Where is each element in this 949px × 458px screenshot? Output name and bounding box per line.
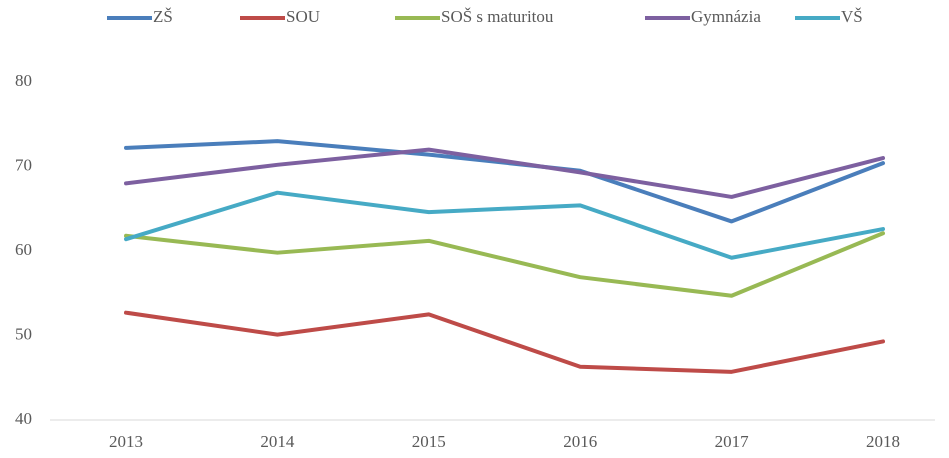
- x-tick-label: 2017: [715, 432, 750, 451]
- y-tick-label: 60: [15, 240, 32, 259]
- legend-label: ZŠ: [153, 7, 173, 26]
- y-tick-label: 80: [15, 71, 32, 90]
- series-line: [124, 310, 885, 374]
- x-tick-label: 2015: [412, 432, 446, 451]
- legend-label: SOŠ s maturitou: [441, 7, 554, 26]
- series-line: [124, 147, 885, 199]
- x-tick-label: 2016: [563, 432, 597, 451]
- legend-label: Gymnázia: [691, 7, 761, 26]
- x-tick-label: 2018: [866, 432, 900, 451]
- legend-label: VŠ: [841, 7, 863, 26]
- legend-label: SOU: [286, 7, 320, 26]
- series-line: [124, 190, 885, 260]
- y-tick-label: 50: [15, 324, 32, 343]
- series-line: [124, 231, 885, 298]
- x-tick-label: 2013: [109, 432, 143, 451]
- x-tick-label: 2014: [260, 432, 295, 451]
- y-tick-label: 40: [15, 409, 32, 428]
- y-tick-label: 70: [15, 155, 32, 174]
